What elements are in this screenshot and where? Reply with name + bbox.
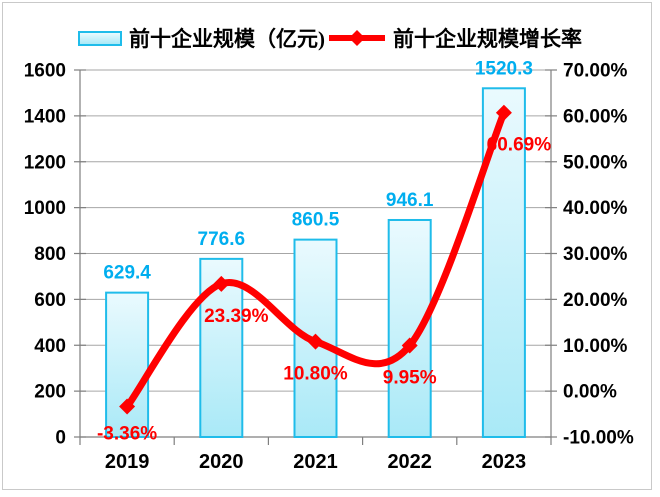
right-axis-tick-label: 0.00%	[563, 382, 617, 403]
left-axis-tick-label: 1200	[24, 152, 66, 173]
line-marker-2020	[213, 275, 230, 292]
bar-legend-label: 前十企业规模（亿元)	[129, 27, 325, 51]
bar-value-label: 946.1	[386, 190, 434, 211]
right-axis-tick-label: -10.00%	[563, 428, 634, 449]
bar-legend-key-icon	[78, 30, 122, 46]
line-legend-key-icon	[329, 30, 385, 46]
right-axis-tick-label: 70.00%	[563, 61, 628, 82]
line-marker-2023	[495, 104, 512, 121]
line-marker-2021	[307, 333, 324, 350]
right-axis-tick-label: 10.00%	[563, 336, 628, 357]
bar-value-label: 1520.3	[475, 58, 533, 79]
right-axis-tick-label: 40.00%	[563, 198, 628, 219]
growth-rate-label: -3.36%	[97, 424, 157, 445]
line-legend-label: 前十企业规模增长率	[393, 27, 582, 51]
growth-rate-label: 23.39%	[204, 306, 269, 327]
left-axis-tick-label: 400	[34, 336, 66, 357]
bar-value-label: 629.4	[103, 263, 151, 284]
legend-item-line-series: 前十企业规模增长率	[328, 23, 582, 53]
x-axis-category-label: 2021	[293, 451, 338, 473]
line-marker-2019	[119, 398, 136, 415]
left-axis-tick-label: 600	[34, 290, 66, 311]
outer-border	[2, 2, 652, 490]
growth-rate-label: 60.69%	[487, 135, 552, 156]
legend-line-diamond	[349, 30, 365, 46]
x-axis-category-label: 2022	[387, 451, 432, 473]
right-axis-tick-label: 30.00%	[563, 244, 628, 265]
left-axis-tick-label: 1400	[24, 106, 66, 127]
growth-rate-label: 10.80%	[283, 364, 348, 385]
left-axis-tick-label: 1600	[24, 61, 66, 82]
bar-value-label: 776.6	[198, 229, 246, 250]
chart-legend: 前十企业规模（亿元) 前十企业规模增长率	[0, 23, 660, 53]
left-axis-tick-label: 200	[34, 382, 66, 403]
right-axis-tick-label: 60.00%	[563, 106, 628, 127]
bar-2019	[105, 291, 150, 438]
bar-value-label: 860.5	[292, 210, 340, 231]
left-axis-tick-label: 0	[55, 428, 66, 449]
growth-rate-label: 9.95%	[383, 367, 437, 388]
right-axis-tick-label: 50.00%	[563, 152, 628, 173]
x-axis-category-label: 2023	[482, 451, 527, 473]
left-axis-tick-label: 800	[34, 244, 66, 265]
right-axis-tick-label: 20.00%	[563, 290, 628, 311]
x-axis-category-label: 2020	[199, 451, 244, 473]
left-axis-tick-label: 1000	[24, 198, 66, 219]
legend-item-bar-series: 前十企业规模（亿元)	[78, 23, 325, 53]
line-marker-2022	[401, 337, 418, 354]
x-axis-category-label: 2019	[105, 451, 150, 473]
